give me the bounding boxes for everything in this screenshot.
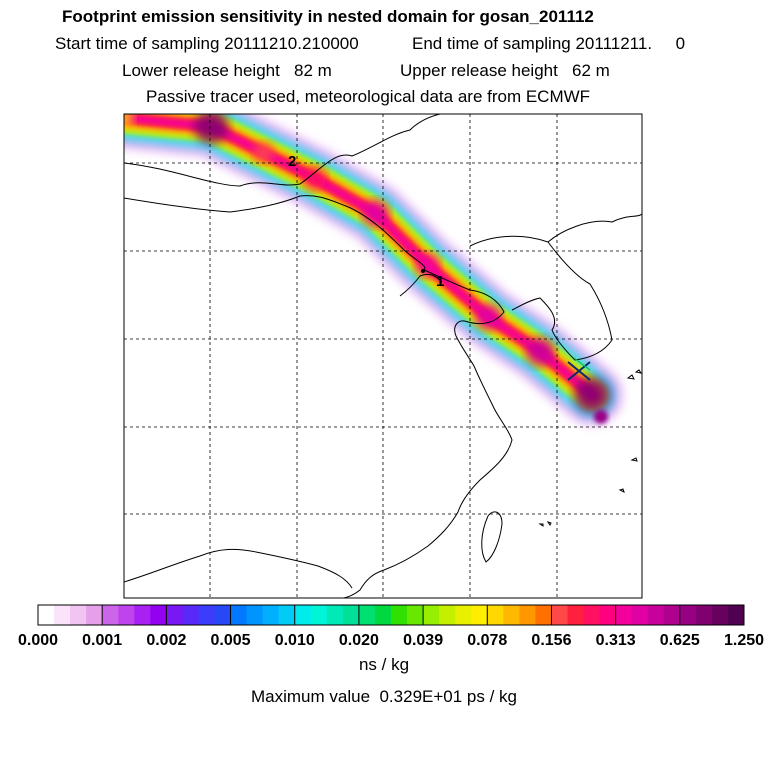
plume-point xyxy=(362,200,389,227)
colorbar-ticks: 0.000 0.001 0.002 0.005 0.010 0.020 0.039 0.078… xyxy=(18,605,764,649)
colorbar-cell xyxy=(599,605,617,625)
plume-point xyxy=(526,337,555,366)
colorbar-cell xyxy=(727,605,745,625)
plot-title: Footprint emission sensitivity in nested… xyxy=(62,7,594,26)
colorbar-cell xyxy=(503,605,520,625)
colorbar-cell xyxy=(663,605,681,625)
receptor-marker xyxy=(567,357,591,381)
colorbar-tick-label: 0.078 xyxy=(467,632,507,649)
coastlines xyxy=(124,114,642,598)
colorbar-cell xyxy=(70,605,87,625)
end-time-label: End time of sampling 20111211. 0 xyxy=(412,34,686,53)
japan-islands xyxy=(538,369,642,527)
colorbar-cell xyxy=(358,605,376,625)
colorbar-cell xyxy=(310,605,328,625)
lat-lon-grid xyxy=(124,114,642,598)
colorbar-cell xyxy=(631,605,649,625)
plume-point xyxy=(304,167,327,190)
colorbar-cell xyxy=(278,605,296,625)
colorbar-cell xyxy=(471,605,488,625)
colorbar-cell xyxy=(102,605,119,625)
colorbar-cell xyxy=(567,605,585,625)
colorbar-cell xyxy=(711,605,729,625)
colorbar-tick-label: 0.156 xyxy=(531,632,571,649)
coastline-china-east xyxy=(124,195,513,598)
colorbar-cell xyxy=(487,605,504,625)
colorbar-cell xyxy=(535,605,552,625)
colorbar-tick-label: 0.313 xyxy=(596,632,636,649)
colorbar-cell xyxy=(695,605,713,625)
colorbar-cell xyxy=(439,605,456,625)
tracer-info-label: Passive tracer used, meteorological data… xyxy=(146,87,591,106)
colorbar-cell xyxy=(246,605,264,625)
colorbar-cell xyxy=(647,605,665,625)
colorbar-cell xyxy=(519,605,536,625)
colorbar-tick-label: 0.000 xyxy=(18,632,58,649)
start-time-label: Start time of sampling 20111210.210000 xyxy=(55,34,359,53)
colorbar-cell xyxy=(551,605,568,625)
marker-dot xyxy=(421,269,425,273)
colorbar-tick-label: 0.625 xyxy=(660,632,700,649)
units-label: ns / kg xyxy=(358,655,410,674)
colorbar-cell xyxy=(423,605,440,625)
colorbar-cell xyxy=(118,605,135,625)
colorbar-cell xyxy=(583,605,601,625)
plume-point xyxy=(253,142,274,163)
colorbar-tick-label: 0.020 xyxy=(339,632,379,649)
colorbar-cell xyxy=(391,605,408,625)
colorbar-cell xyxy=(134,605,151,625)
map-frame xyxy=(123,113,643,599)
colorbar-tick-label: 0.039 xyxy=(403,632,443,649)
colorbar-cell xyxy=(294,605,312,625)
plume-point xyxy=(194,114,229,144)
colorbar-cell xyxy=(374,605,392,625)
colorbar-cell xyxy=(38,605,55,625)
colorbar-cell xyxy=(262,605,280,625)
plume-point xyxy=(574,377,611,413)
coastline-north xyxy=(124,114,441,187)
colorbar-cell xyxy=(615,605,633,625)
colorbar-tick-label: 0.001 xyxy=(82,632,122,649)
colorbar-cell xyxy=(407,605,424,625)
colorbar-cell xyxy=(86,605,103,625)
colorbar xyxy=(38,605,745,625)
colorbar-cell xyxy=(679,605,697,625)
plume-layer xyxy=(124,114,609,411)
max-value-label: Maximum value 0.329E+01 ps / kg xyxy=(251,687,517,706)
colorbar-cell xyxy=(198,605,215,625)
upper-release-label: Upper release height 62 m xyxy=(400,61,610,80)
colorbar-tick-label: 0.002 xyxy=(146,632,186,649)
colorbar-cell xyxy=(54,605,71,625)
coastline-south xyxy=(124,548,353,589)
lower-release-label: Lower release height 82 m xyxy=(122,61,332,80)
footprint-plume xyxy=(124,114,623,425)
trajectory-marker-2: 2 xyxy=(288,153,296,170)
taiwan xyxy=(481,511,503,563)
colorbar-cell xyxy=(182,605,199,625)
trajectory-markers: 1 2 xyxy=(288,153,444,290)
colorbar-cell xyxy=(326,605,344,625)
colorbar-cell xyxy=(342,605,360,625)
colorbar-tick-label: 0.005 xyxy=(211,632,251,649)
map-area: 1 2 xyxy=(124,114,642,598)
colorbar-tick-label: 1.250 xyxy=(724,632,764,649)
coastline-yellow-sea xyxy=(399,273,443,297)
colorbar-cell xyxy=(230,605,248,625)
receptor-hotspot xyxy=(593,409,608,424)
colorbar-cell xyxy=(214,605,232,625)
colorbar-tick-label: 0.010 xyxy=(275,632,315,649)
colorbar-cell xyxy=(166,605,183,625)
coastline-korea xyxy=(469,213,642,361)
trajectory-marker-1: 1 xyxy=(436,273,444,290)
plume-point xyxy=(475,304,501,330)
plume-point xyxy=(124,114,134,127)
colorbar-cell xyxy=(150,605,167,625)
colorbar-cell xyxy=(455,605,472,625)
